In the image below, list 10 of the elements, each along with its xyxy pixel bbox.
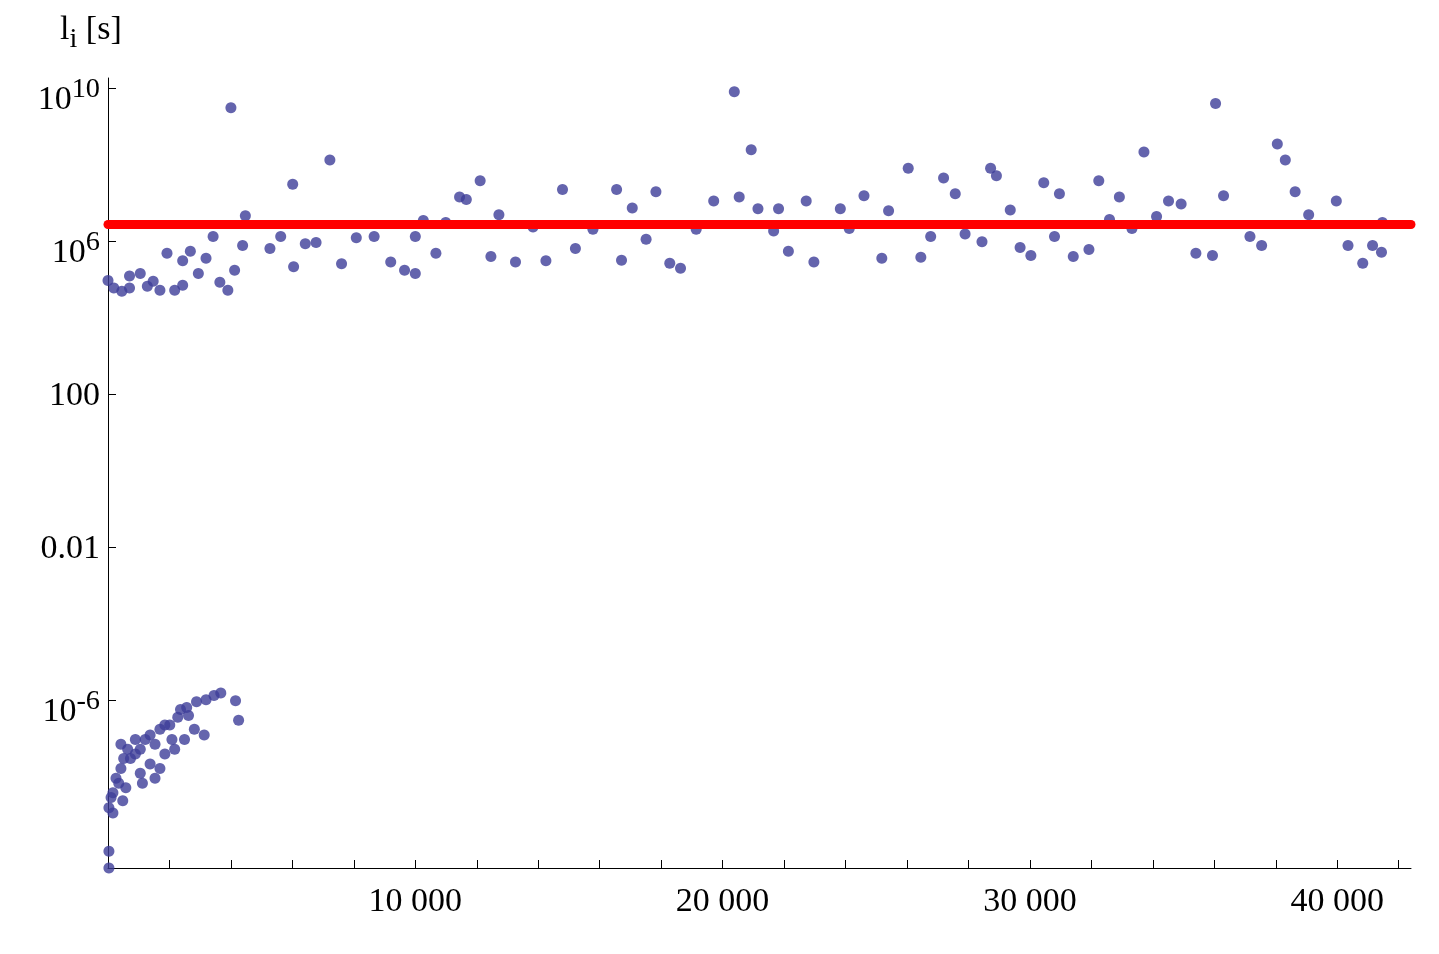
y-tick-label: 10$^{10}$	[37, 70, 100, 119]
y-tick-label: 0.01	[40, 526, 100, 567]
x-tick-label: 20 000	[675, 880, 770, 918]
x-tick-label: 40 000	[1290, 880, 1384, 918]
x-tick-label: 30 000	[983, 880, 1077, 918]
y-tick-label: 100	[49, 373, 100, 414]
x-tick-label: 10 000	[368, 880, 463, 918]
y-axis-title: l$_{i}$ [s]	[60, 8, 122, 55]
y-tick-label: 10$^{-6}$	[42, 682, 100, 731]
y-tick-label: 10$^{6}$	[51, 223, 100, 272]
